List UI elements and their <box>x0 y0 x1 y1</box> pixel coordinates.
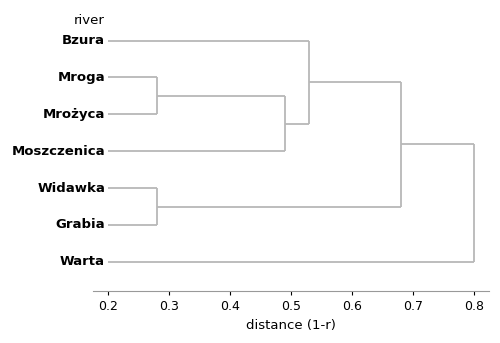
Text: Moszczenica: Moszczenica <box>12 145 105 158</box>
Text: Mroga: Mroga <box>58 71 105 84</box>
Text: Warta: Warta <box>60 255 105 268</box>
Text: Bzura: Bzura <box>62 34 105 47</box>
Text: Grabia: Grabia <box>56 218 105 232</box>
Text: Widawka: Widawka <box>37 181 105 194</box>
X-axis label: distance (1-r): distance (1-r) <box>246 319 336 332</box>
Text: river: river <box>74 14 105 27</box>
Text: Mrożyca: Mrożyca <box>42 108 105 121</box>
